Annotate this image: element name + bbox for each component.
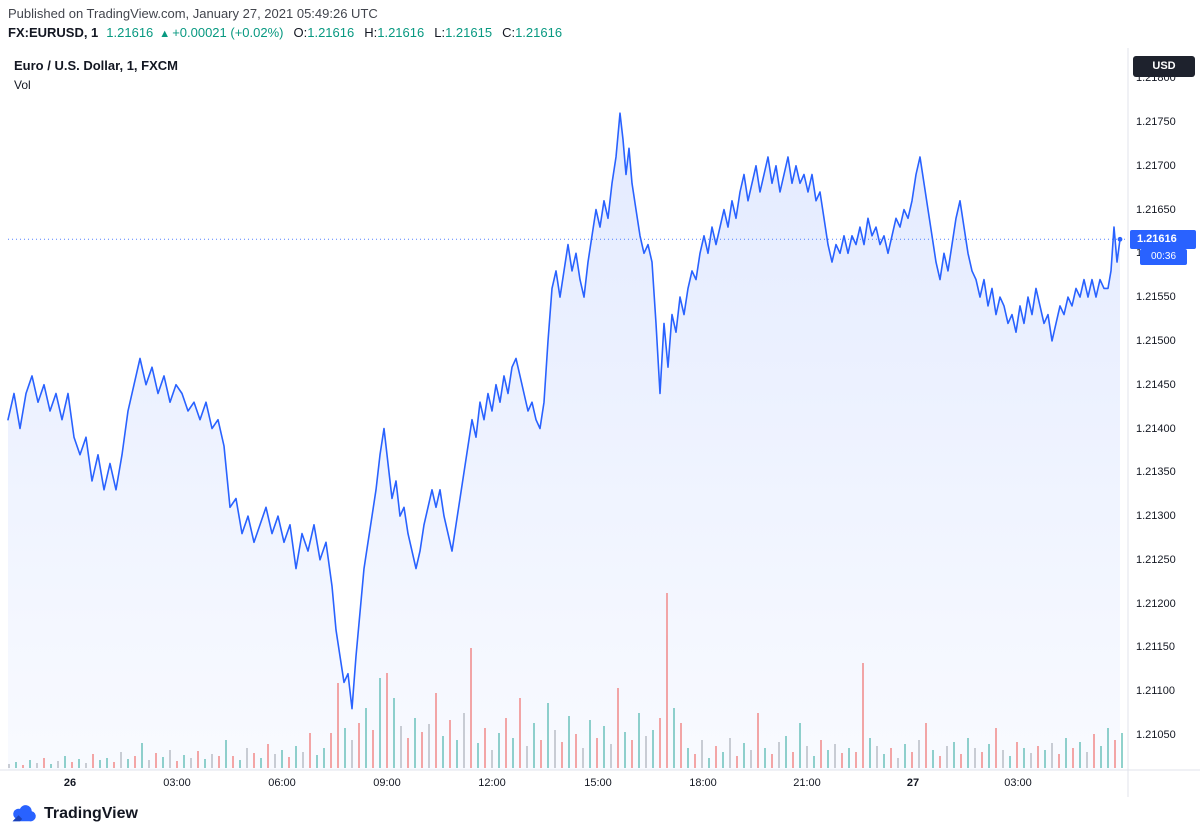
published-caption: Published on TradingView.com, January 27… [8,6,378,21]
time-tick-label: 26 [63,777,77,789]
time-tick-label: 18:00 [689,777,717,789]
last-price-value: 1.21616 [106,25,154,40]
time-tick-label: 09:00 [373,777,401,789]
price-change-value: +0.00021 (+0.02%) [172,25,284,40]
price-tick-label: 1.21550 [1136,291,1176,304]
time-tick-label: 06:00 [268,777,296,789]
price-tick-label: 1.21200 [1136,597,1176,610]
close-label: C: [502,25,516,40]
volume-bars [8,593,1123,768]
time-tick-label: 21:00 [793,777,821,789]
low-value: 1.21615 [445,25,493,40]
chart-title[interactable]: Euro / U.S. Dollar, 1, FXCM [14,58,178,73]
volume-study-label[interactable]: Vol [14,78,31,92]
symbol-title[interactable]: FX:EURUSD, 1 [8,25,99,40]
price-tick-label: 1.21450 [1136,378,1176,391]
price-tick-label: 1.21350 [1136,466,1176,479]
price-tick-label: 1.21400 [1136,422,1176,435]
price-tick-label: 1.21150 [1136,641,1175,654]
price-tick-label: 1.21100 [1136,685,1175,698]
last-price-badge: 1.21616 [1130,229,1196,249]
close-value: 1.21616 [515,25,563,40]
low-label: L: [434,25,446,40]
price-tick-label: 1.21750 [1136,116,1176,128]
high-label: H: [364,25,378,40]
bar-countdown-badge: 00:36 [1140,249,1187,266]
price-tick-label: 1.21500 [1136,334,1176,347]
price-line-path [7,112,1121,710]
price-tick-label: 1.21700 [1136,159,1176,172]
chart-legend: Euro / U.S. Dollar, 1, FXCM Vol [14,58,178,92]
symbol-info-bar: FX:EURUSD, 1 1.21616 ▲ +0.00021 (+0.02%) O:1… [8,25,562,40]
open-label: O: [293,25,308,40]
price-tick-label: 1.21650 [1136,203,1176,216]
price-tick-label: 1.21050 [1136,729,1176,741]
currency-badge: USD [1133,56,1195,77]
tradingview-brand-text: TradingView [44,804,138,822]
time-tick-label: 03:00 [163,777,191,789]
time-tick-label: 27 [906,777,920,789]
high-value: 1.21616 [377,25,425,40]
time-tick-label: 15:00 [584,777,612,789]
tradingview-logo-icon [12,805,36,822]
time-tick-label: 03:00 [1004,777,1032,789]
time-tick-label: 12:00 [478,777,506,789]
price-tick-label: 1.21250 [1136,553,1176,566]
change-up-arrow-icon: ▲ [159,28,171,40]
open-value: 1.21616 [307,25,355,40]
price-tick-label: 1.21300 [1136,510,1176,523]
price-area-fill [8,113,1120,770]
tradingview-footer[interactable]: TradingView [10,804,138,823]
